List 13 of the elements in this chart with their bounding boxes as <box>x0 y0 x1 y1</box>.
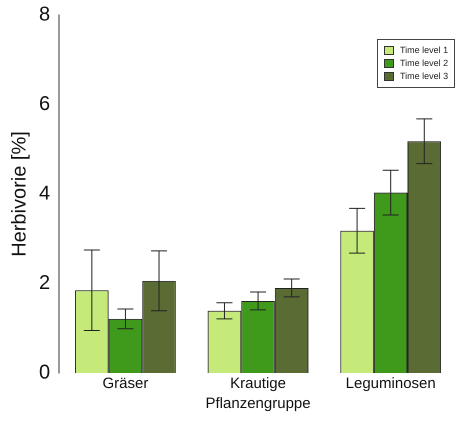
y-tick-label: 2 <box>39 272 50 294</box>
x-tick-label: Krautige <box>230 375 286 392</box>
x-tick-label: Gräser <box>102 375 148 392</box>
x-tick-label: Leguminosen <box>346 375 436 392</box>
legend-label: Time level 1 <box>400 44 448 57</box>
x-axis-title: Pflanzengruppe <box>206 395 311 412</box>
y-tick-label: 8 <box>39 4 50 26</box>
y-tick-label: 6 <box>39 93 50 116</box>
y-tick-label: 4 <box>39 182 50 205</box>
y-tick-label: 0 <box>39 362 50 384</box>
legend-label: Time level 3 <box>400 70 448 83</box>
legend-label: Time level 2 <box>400 57 448 70</box>
y-axis-title: Herbivorie [%] <box>8 131 31 257</box>
